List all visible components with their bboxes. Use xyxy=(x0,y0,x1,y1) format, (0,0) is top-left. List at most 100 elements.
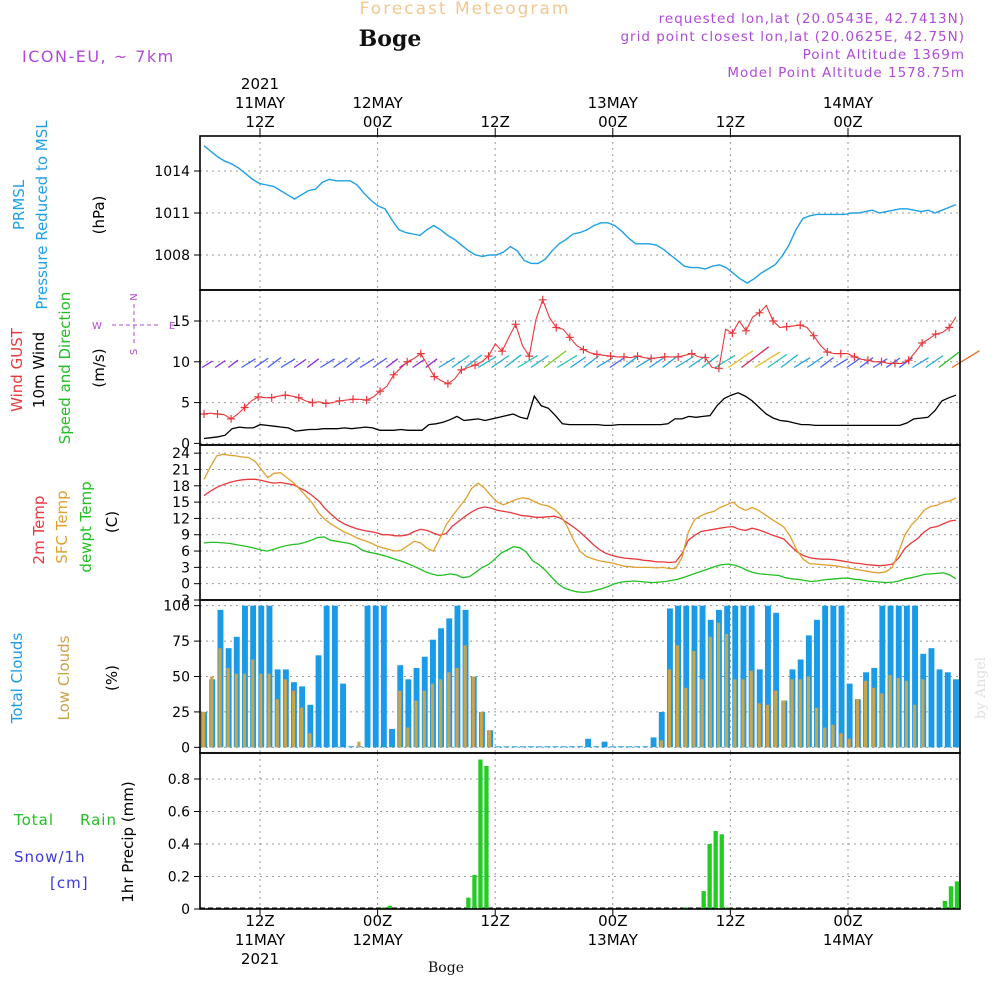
gust-marker xyxy=(633,352,642,361)
wind-direction-arrow xyxy=(701,354,720,369)
sfc-temp-line xyxy=(203,453,957,574)
rain-bar xyxy=(472,874,477,909)
pressure-unit-label: (hPa) xyxy=(90,196,108,235)
dewpt-temp-label: dewpt Temp xyxy=(77,481,95,572)
y-tick-label: 75 xyxy=(172,634,190,650)
gust-marker xyxy=(579,345,588,354)
total-cloud-bar xyxy=(683,605,690,748)
temperature-side-labels: 2m Temp SFC Temp dewpt Temp (C) xyxy=(30,481,121,572)
gust-marker xyxy=(254,392,263,401)
low-cloud-bar xyxy=(659,740,663,748)
low-cloud-bar xyxy=(300,707,304,748)
gust-marker xyxy=(281,391,290,400)
wind-direction-arrow xyxy=(583,355,599,369)
gust-marker xyxy=(647,354,656,363)
wind-speed-direction-label: Speed and Direction xyxy=(56,292,74,445)
y-tick-label: 0.8 xyxy=(168,772,190,788)
top-time-label: 12Z xyxy=(716,113,745,131)
gust-marker xyxy=(592,350,601,359)
low-cloud-bar xyxy=(814,707,819,748)
wind-direction-arrow xyxy=(267,356,282,369)
wind-direction-arrow xyxy=(530,355,549,369)
total-cloud-bar xyxy=(536,746,543,748)
gust-marker xyxy=(891,359,899,368)
total-cloud-bar xyxy=(568,746,575,748)
gust-marker xyxy=(538,295,547,304)
prmsl-label: PRMSL xyxy=(10,179,28,230)
low-cloud-bar xyxy=(855,699,859,748)
bottom-time-label: 00Z xyxy=(598,912,627,930)
total-cloud-bar xyxy=(364,605,371,748)
y-tick-label: 50 xyxy=(172,670,190,686)
bottom-time-label: 12Z xyxy=(245,912,274,930)
footer-location: Boge xyxy=(428,960,464,976)
total-cloud-bar xyxy=(879,605,886,748)
total-cloud-bar xyxy=(323,605,330,748)
model-altitude: Model Point Altitude 1578.75m xyxy=(727,65,965,81)
wind-10m-label: 10m Wind xyxy=(30,332,48,408)
low-cloud-bar xyxy=(896,677,900,748)
total-cloud-bar xyxy=(511,746,518,748)
wind-direction-arrow xyxy=(806,356,824,369)
low-cloud-bar xyxy=(422,690,426,748)
total-cloud-bar xyxy=(372,605,379,748)
rain-bar xyxy=(942,900,947,909)
low-cloud-bar xyxy=(275,699,279,748)
gust-marker xyxy=(904,356,913,365)
wind-direction-arrow xyxy=(662,355,678,369)
gust-marker xyxy=(511,320,520,329)
low-cloud-bar xyxy=(291,690,296,748)
total-cloud-bar xyxy=(765,605,771,748)
grid-point-coords: grid point closest lon,lat (20.0625E, 42… xyxy=(620,29,965,45)
clouds-unit-label: (%) xyxy=(103,665,121,691)
y-tick-label: 0.2 xyxy=(168,870,190,886)
low-cloud-bar xyxy=(479,711,484,748)
wind-direction-arrow xyxy=(241,358,256,369)
y-tick-label: 0 xyxy=(181,436,190,452)
low-cloud-bar xyxy=(888,675,892,748)
y-tick-label: 0 xyxy=(181,902,190,918)
low-cloud-bar xyxy=(455,668,459,748)
wind-direction-arrow xyxy=(754,351,781,369)
total-cloud-bar xyxy=(340,683,346,748)
top-time-label: 12MAY xyxy=(352,94,403,112)
y-tick-label: 1011 xyxy=(154,206,190,222)
y-tick-label: 15 xyxy=(172,314,190,330)
temp-2m-line xyxy=(203,478,957,567)
pressure-side-labels: PRMSL Pressure Reduced to MSL (hPa) xyxy=(10,120,108,310)
gust-marker xyxy=(796,321,805,330)
temp-2m-label: 2m Temp xyxy=(30,496,48,565)
rain-bar xyxy=(719,834,724,910)
low-cloud-bar xyxy=(741,679,745,748)
low-cloud-bar xyxy=(357,741,361,748)
pressure-reduced-label: Pressure Reduced to MSL xyxy=(33,120,51,310)
bottom-time-label: 00Z xyxy=(363,912,392,930)
low-cloud-bar xyxy=(904,680,908,748)
dewpoint-line xyxy=(203,536,957,594)
wind-direction-arrow xyxy=(649,356,666,369)
low-cloud-bar xyxy=(242,673,247,748)
wind-direction-arrow xyxy=(346,356,361,369)
low-cloud-bar xyxy=(283,679,287,748)
panel-frame xyxy=(199,444,961,601)
gust-line xyxy=(203,298,957,420)
wind-direction-arrow xyxy=(254,357,269,369)
bottom-time-label: 13MAY xyxy=(588,931,639,949)
wind-direction-arrow xyxy=(464,354,483,369)
signature: by Angel xyxy=(973,656,989,719)
gust-marker xyxy=(227,414,236,423)
wind-direction-arrow xyxy=(675,355,694,369)
y-tick-label: 6 xyxy=(181,544,190,560)
low-cloud-bar xyxy=(749,670,753,748)
compass-icon: N S W E xyxy=(92,293,175,355)
low-cloud-bar xyxy=(847,738,851,748)
gust-marker xyxy=(457,365,466,374)
wind-direction-arrow xyxy=(898,356,913,369)
compass-west: W xyxy=(92,321,102,332)
low-cloud-bar xyxy=(439,679,443,748)
low-cloud-bar xyxy=(218,648,222,748)
total-cloud-bar xyxy=(528,746,534,748)
total-cloud-bar xyxy=(658,711,665,748)
wind-direction-arrow xyxy=(570,356,587,369)
rain-bar xyxy=(701,891,706,909)
